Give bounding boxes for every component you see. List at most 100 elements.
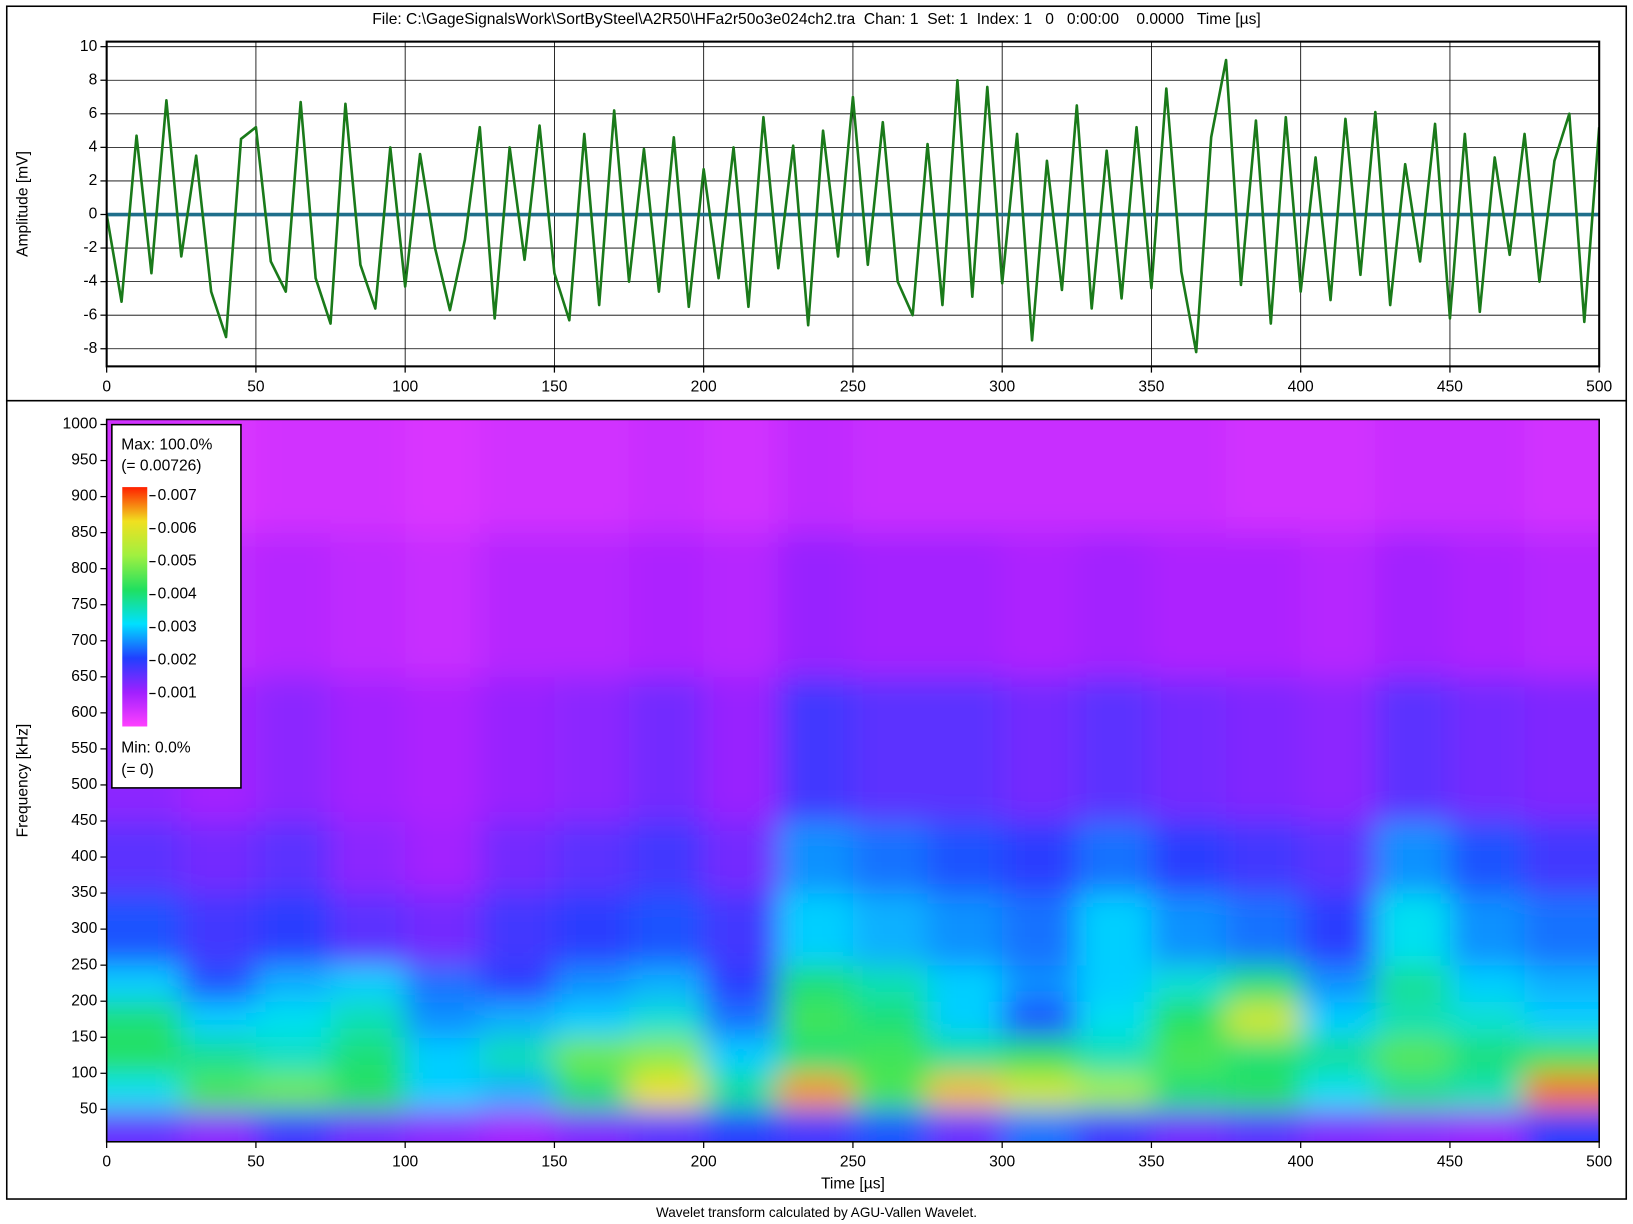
heatmap-cell bbox=[330, 676, 406, 822]
heatmap-cell bbox=[778, 419, 854, 534]
heatmap-cell bbox=[1524, 965, 1600, 1002]
x-tick-label: 450 bbox=[1437, 1154, 1463, 1171]
heatmap-cell bbox=[255, 419, 332, 534]
y-tick-label: 0 bbox=[89, 206, 98, 223]
signal-line bbox=[106, 58, 1600, 354]
heatmap-cell bbox=[703, 1073, 779, 1110]
colorbar bbox=[122, 487, 148, 727]
heatmap-cell bbox=[1151, 1073, 1227, 1110]
heatmap-cell bbox=[1524, 1001, 1600, 1038]
heatmap-cell bbox=[106, 1073, 182, 1110]
x-tick-label: 300 bbox=[989, 378, 1015, 395]
plot-frame bbox=[105, 418, 1600, 1143]
colorbar-tick-label: 0.001 bbox=[158, 685, 197, 702]
y-tick-label: 4 bbox=[89, 138, 98, 155]
heatmap-cell bbox=[554, 1109, 630, 1142]
x-tick-label: 400 bbox=[1288, 1154, 1314, 1171]
y-tick-label: 350 bbox=[71, 884, 97, 901]
colorbar-tick-label: 0.003 bbox=[158, 619, 197, 636]
y-tick-label: 100 bbox=[71, 1064, 97, 1081]
y-axis-label: Frequency [kHz] bbox=[15, 724, 32, 838]
heatmap-cell bbox=[1076, 419, 1152, 534]
heatmap-cell bbox=[1151, 1037, 1227, 1074]
heatmap-cell bbox=[1300, 419, 1376, 534]
heatmap-cell bbox=[1524, 419, 1600, 534]
heatmap-cell bbox=[181, 1037, 257, 1074]
colorbar-min-value: (= 0) bbox=[121, 761, 154, 778]
heatmap-cell bbox=[255, 965, 332, 1002]
x-tick-label: 250 bbox=[840, 1154, 866, 1171]
heatmap-cell bbox=[479, 820, 555, 894]
x-tick-label: 200 bbox=[691, 378, 717, 395]
heatmap-cell bbox=[106, 1001, 182, 1038]
heatmap-cell bbox=[1524, 1073, 1600, 1110]
heatmap-cell bbox=[629, 965, 705, 1002]
y-tick-label: 400 bbox=[71, 848, 97, 865]
heatmap-cell bbox=[629, 820, 705, 894]
heatmap-cell bbox=[1449, 893, 1526, 966]
heatmap-cell bbox=[1300, 893, 1376, 966]
heatmap-cell bbox=[852, 1073, 929, 1110]
heatmap-cell bbox=[1449, 532, 1526, 678]
heatmap-cell bbox=[181, 1001, 257, 1038]
heatmap-cell bbox=[629, 1001, 705, 1038]
heatmap-cell bbox=[927, 676, 1003, 822]
colorbar-max-value: (= 0.00726) bbox=[121, 457, 201, 474]
x-tick-label: 350 bbox=[1138, 1154, 1164, 1171]
heatmap-cell bbox=[1449, 419, 1526, 534]
heatmap-cell bbox=[1076, 893, 1152, 966]
heatmap-cell bbox=[1375, 893, 1451, 966]
heatmap-cell bbox=[778, 1001, 854, 1038]
bottom-axes: 5010015020025030035040045050055060065070… bbox=[63, 416, 1613, 1171]
x-tick-label: 0 bbox=[102, 1154, 111, 1171]
heatmap-cell bbox=[1226, 893, 1302, 966]
heatmap-cell bbox=[1151, 965, 1227, 1002]
heatmap-cell bbox=[1002, 820, 1078, 894]
heatmap-cell bbox=[405, 1109, 481, 1142]
heatmap-cell bbox=[330, 1073, 406, 1110]
heatmap-cell bbox=[554, 1037, 630, 1074]
heatmap-cell bbox=[852, 1109, 929, 1142]
series-group bbox=[106, 58, 1600, 354]
bottom-panel-frame bbox=[5, 399, 1628, 1200]
heatmap-cell bbox=[778, 893, 854, 966]
heatmap-cell bbox=[479, 1073, 555, 1110]
y-tick-label: 800 bbox=[71, 560, 97, 577]
x-tick-label: 450 bbox=[1437, 378, 1463, 395]
x-tick-label: 300 bbox=[989, 1154, 1015, 1171]
heatmap-cell bbox=[1449, 1109, 1526, 1142]
heatmap-cell bbox=[1151, 532, 1227, 678]
heatmap-cell bbox=[1151, 419, 1227, 534]
x-tick-label: 500 bbox=[1586, 378, 1612, 395]
heatmap-cell bbox=[1151, 893, 1227, 966]
x-tick-label: 50 bbox=[247, 1154, 265, 1171]
heatmap-cell bbox=[1449, 1001, 1526, 1038]
heatmap-cell bbox=[255, 1001, 332, 1038]
heatmap-cell bbox=[1076, 676, 1152, 822]
x-tick-label: 150 bbox=[541, 1154, 567, 1171]
y-tick-label: 650 bbox=[71, 668, 97, 685]
heatmap-cell bbox=[1375, 676, 1451, 822]
y-tick-label: 550 bbox=[71, 740, 97, 757]
y-axis-label: Amplitude [mV] bbox=[15, 151, 32, 257]
heatmap-cell bbox=[330, 965, 406, 1002]
heatmap-cell bbox=[852, 532, 929, 678]
x-axis-label: Time [µs] bbox=[821, 1176, 885, 1193]
heatmap-cell bbox=[629, 676, 705, 822]
heatmap-cell bbox=[554, 893, 630, 966]
y-tick-label: -8 bbox=[83, 340, 97, 357]
heatmap-cell bbox=[405, 893, 481, 966]
heatmap-cell bbox=[778, 1073, 854, 1110]
heatmap-cell bbox=[255, 1109, 332, 1142]
heatmap-cell bbox=[1002, 532, 1078, 678]
heatmap-cell bbox=[1226, 419, 1302, 534]
heatmap-cell bbox=[1076, 1109, 1152, 1142]
y-tick-label: 950 bbox=[71, 452, 97, 469]
colorbar-tick-label: 0.005 bbox=[158, 553, 197, 570]
heatmap-cell bbox=[703, 676, 779, 822]
heatmap-cell bbox=[1375, 1037, 1451, 1074]
x-tick-label: 400 bbox=[1288, 378, 1314, 395]
heatmap-cell bbox=[927, 532, 1003, 678]
x-tick-label: 250 bbox=[840, 378, 866, 395]
